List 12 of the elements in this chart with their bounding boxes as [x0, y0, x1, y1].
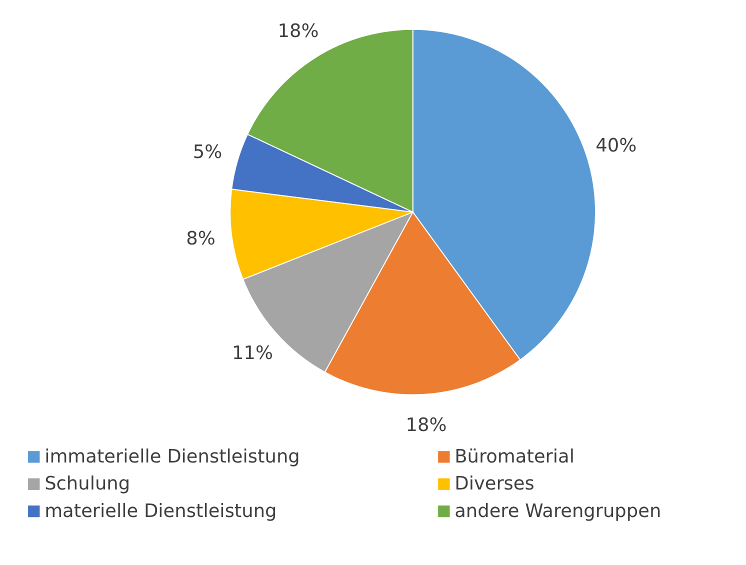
data-label: 18%	[278, 21, 319, 42]
legend-label: Diverses	[454, 474, 534, 495]
legend-label: Büromaterial	[454, 446, 574, 468]
legend-label: andere Warengruppen	[454, 500, 662, 522]
data-label: 11%	[232, 342, 273, 364]
data-label: 40%	[596, 135, 637, 156]
data-label: 18%	[406, 414, 447, 436]
legend-label: materielle Dienstleistung	[44, 500, 277, 522]
data-label: 5%	[192, 142, 222, 163]
data-label: 8%	[186, 228, 216, 250]
legend-label: Schulung	[44, 474, 130, 495]
legend-label: immaterielle Dienstleistung	[44, 446, 300, 468]
